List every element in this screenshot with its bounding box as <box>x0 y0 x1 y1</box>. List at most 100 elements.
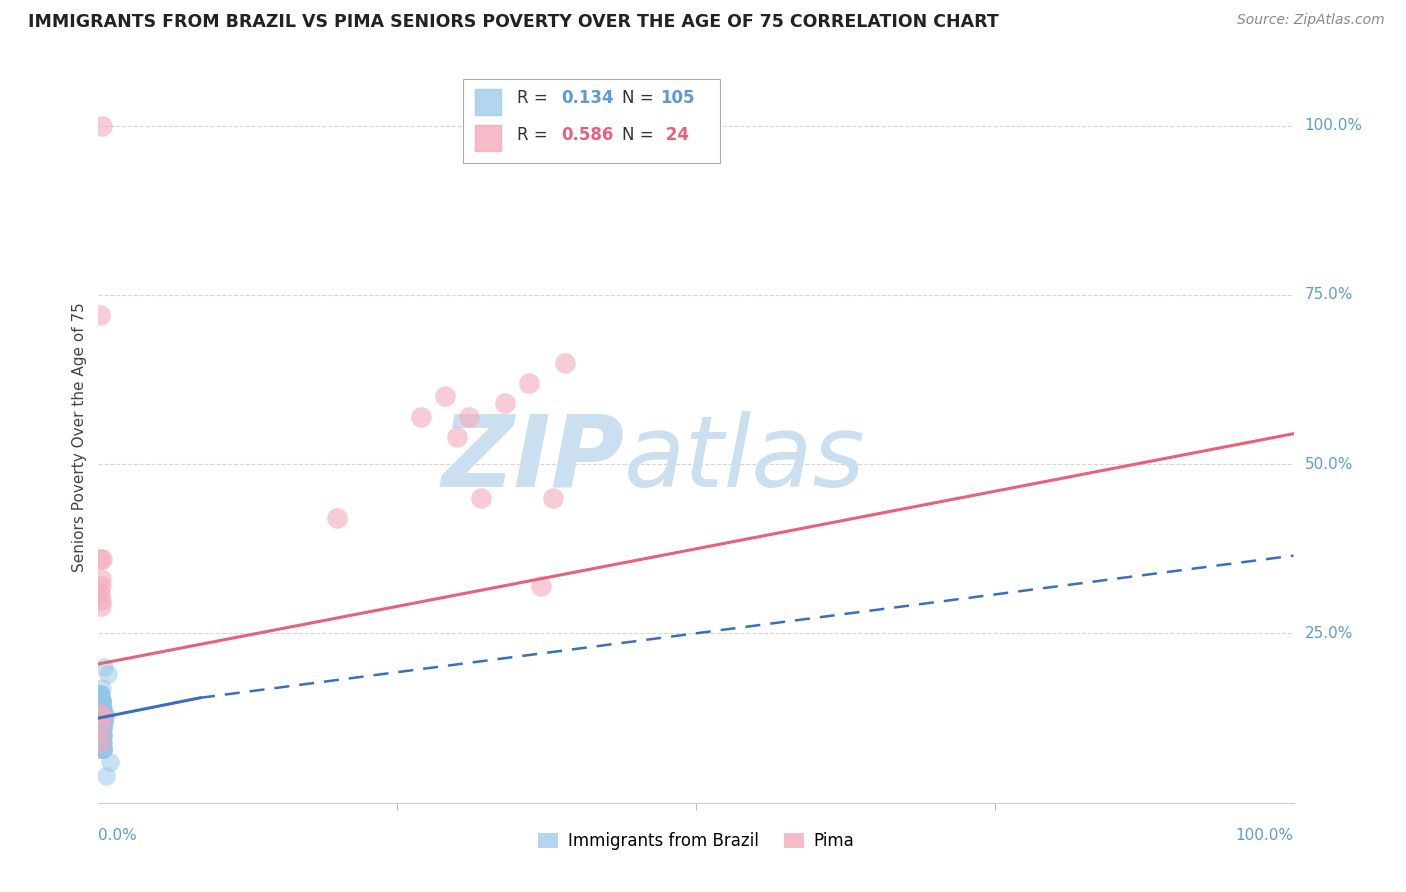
Text: 0.134: 0.134 <box>561 89 613 107</box>
Point <box>90 728 112 742</box>
Point <box>90 735 112 749</box>
Point <box>89 714 111 729</box>
Point <box>91 714 114 729</box>
Point <box>91 694 114 708</box>
Point <box>89 688 111 702</box>
Point <box>91 701 114 715</box>
Point <box>91 735 114 749</box>
Point <box>89 688 111 702</box>
Point <box>93 707 115 722</box>
FancyBboxPatch shape <box>463 78 720 163</box>
Point <box>90 707 112 722</box>
Text: 100.0%: 100.0% <box>1236 828 1294 843</box>
Point <box>89 735 111 749</box>
Point <box>90 728 112 742</box>
Point <box>90 701 112 715</box>
Point <box>90 701 112 715</box>
Point <box>91 701 114 715</box>
Point <box>91 741 114 756</box>
Point <box>91 694 114 708</box>
Point <box>90 694 112 708</box>
Point <box>91 707 114 722</box>
Point <box>91 701 114 715</box>
Point <box>91 741 114 756</box>
Point <box>90 572 112 586</box>
Text: 50.0%: 50.0% <box>1305 457 1353 472</box>
Point <box>90 701 112 715</box>
Point <box>91 735 114 749</box>
Text: atlas: atlas <box>624 410 866 508</box>
Point <box>91 694 114 708</box>
Point <box>94 769 117 783</box>
Point <box>90 728 112 742</box>
Point <box>90 707 112 722</box>
Legend: Immigrants from Brazil, Pima: Immigrants from Brazil, Pima <box>531 825 860 856</box>
Point <box>91 552 114 566</box>
Point <box>93 660 115 674</box>
Point <box>91 714 114 729</box>
Point <box>91 721 114 735</box>
Point <box>89 586 111 600</box>
Text: 75.0%: 75.0% <box>1305 287 1353 302</box>
Point <box>90 579 112 593</box>
Text: N =: N = <box>621 126 654 144</box>
Point <box>91 728 114 742</box>
Point <box>91 728 114 742</box>
Point <box>98 755 122 769</box>
Text: N =: N = <box>621 89 654 107</box>
Point <box>90 721 112 735</box>
Point <box>90 714 112 729</box>
Point <box>90 721 112 735</box>
Text: 105: 105 <box>661 89 695 107</box>
Point <box>91 681 114 695</box>
Point <box>89 694 111 708</box>
Point <box>90 714 112 729</box>
Point <box>90 721 112 735</box>
Point <box>91 721 114 735</box>
Point <box>91 721 114 735</box>
Point <box>517 376 540 390</box>
Text: 0.586: 0.586 <box>561 126 613 144</box>
Point <box>90 701 112 715</box>
Point <box>93 714 115 729</box>
Point <box>91 741 114 756</box>
Text: 24: 24 <box>661 126 689 144</box>
Point <box>89 728 111 742</box>
Text: 100.0%: 100.0% <box>1305 118 1362 133</box>
Point <box>89 714 111 729</box>
FancyBboxPatch shape <box>475 89 501 115</box>
Point <box>91 721 114 735</box>
Point <box>91 721 114 735</box>
Point <box>91 701 114 715</box>
Text: ZIP: ZIP <box>441 410 624 508</box>
Point <box>91 694 114 708</box>
Point <box>91 741 114 756</box>
Point <box>91 728 114 742</box>
Point <box>89 308 111 322</box>
Point <box>91 735 114 749</box>
Point <box>434 389 457 403</box>
Point <box>91 707 114 722</box>
Point <box>494 396 516 410</box>
Point <box>90 741 112 756</box>
Point <box>91 741 114 756</box>
Point <box>91 714 114 729</box>
Point <box>90 701 112 715</box>
Point <box>90 592 112 607</box>
Point <box>90 714 112 729</box>
Point <box>89 728 111 742</box>
Point <box>90 599 112 614</box>
Point <box>91 714 114 729</box>
Point <box>91 721 114 735</box>
Point <box>94 707 117 722</box>
FancyBboxPatch shape <box>475 126 501 151</box>
Point <box>93 714 115 729</box>
Text: IMMIGRANTS FROM BRAZIL VS PIMA SENIORS POVERTY OVER THE AGE OF 75 CORRELATION CH: IMMIGRANTS FROM BRAZIL VS PIMA SENIORS P… <box>28 13 998 31</box>
Point <box>90 688 112 702</box>
Point <box>97 667 120 681</box>
Point <box>91 735 114 749</box>
Point <box>470 491 492 505</box>
Point <box>89 694 111 708</box>
Point <box>411 409 433 424</box>
Point <box>91 701 114 715</box>
